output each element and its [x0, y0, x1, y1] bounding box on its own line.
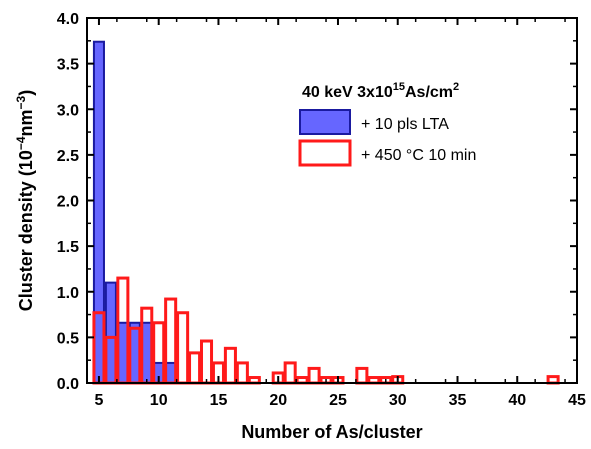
tick-labels-layer: 5 10 15 20 25 30 35 40 45 0.0 0.5 1.0 1.5 2.0 2.5 3.0 3.…	[57, 11, 586, 409]
bar-450c-27	[355, 366, 369, 385]
legend: 40 keV 3x1015As/cm2 + 10 pls LTA + 450 °…	[298, 81, 476, 167]
y-axis-title: Cluster density (10−4nm−3)	[14, 90, 36, 311]
bar-lta-11	[164, 361, 177, 384]
legend-title-sup1: 15	[393, 81, 405, 93]
y-tick-label: 0.0	[57, 376, 79, 393]
bar-lta-7	[116, 321, 129, 384]
bar-450c-21	[283, 361, 297, 385]
y-tick-label: 1.5	[57, 239, 79, 256]
x-tick-label: 20	[269, 392, 287, 409]
x-tick-label: 30	[389, 392, 407, 409]
y-tick-label: 3.0	[57, 102, 79, 119]
legend-title-prefix: 40 keV 3x10	[302, 84, 393, 101]
bar-450c-13	[188, 351, 202, 385]
bar-lta-5	[92, 40, 105, 384]
bar-lta-9	[140, 321, 153, 384]
x-axis-title: Number of As/cluster	[241, 422, 422, 442]
x-tick-label: 35	[449, 392, 467, 409]
bar-lta-8	[128, 321, 141, 384]
legend-swatch-lta	[299, 109, 351, 135]
y-axis-title-exp1: −4	[14, 136, 28, 150]
y-tick-label: 2.5	[57, 148, 79, 165]
y-axis-title-exp2: −3	[14, 95, 28, 109]
x-tick-label: 5	[94, 392, 103, 409]
bar-450c-23	[307, 366, 321, 385]
y-axis-title-end: )	[16, 90, 36, 96]
plot-frame	[86, 17, 578, 384]
x-tick-label: 15	[210, 392, 228, 409]
y-tick-label: 4.0	[57, 11, 79, 28]
y-tick-label: 0.5	[57, 330, 79, 347]
y-axis-title-mid: nm	[16, 109, 36, 136]
ticks-layer	[86, 17, 578, 384]
x-tick-label: 10	[150, 392, 168, 409]
legend-label-450c: + 450 °C 10 min	[361, 147, 476, 164]
bar-450c-16	[223, 346, 237, 385]
y-tick-label: 1.0	[57, 285, 79, 302]
legend-title-sup2: 2	[453, 81, 459, 93]
x-tick-label: 40	[508, 392, 526, 409]
x-tick-label: 25	[329, 392, 347, 409]
legend-label-lta: + 10 pls LTA	[361, 116, 449, 133]
legend-title: 40 keV 3x1015As/cm2	[302, 81, 459, 101]
legend-swatch-450c	[298, 139, 352, 167]
y-tick-label: 3.5	[57, 57, 79, 74]
bar-lta-6	[104, 281, 117, 384]
y-tick-label: 2.0	[57, 194, 79, 211]
legend-title-mid: As/cm	[405, 84, 453, 101]
bar-450c-12	[176, 311, 190, 385]
bars-layer	[92, 40, 560, 385]
y-axis-title-main: Cluster density (10	[16, 150, 36, 311]
x-tick-label: 45	[568, 392, 586, 409]
bar-450c-14	[199, 339, 214, 385]
bar-450c-17	[235, 361, 249, 385]
